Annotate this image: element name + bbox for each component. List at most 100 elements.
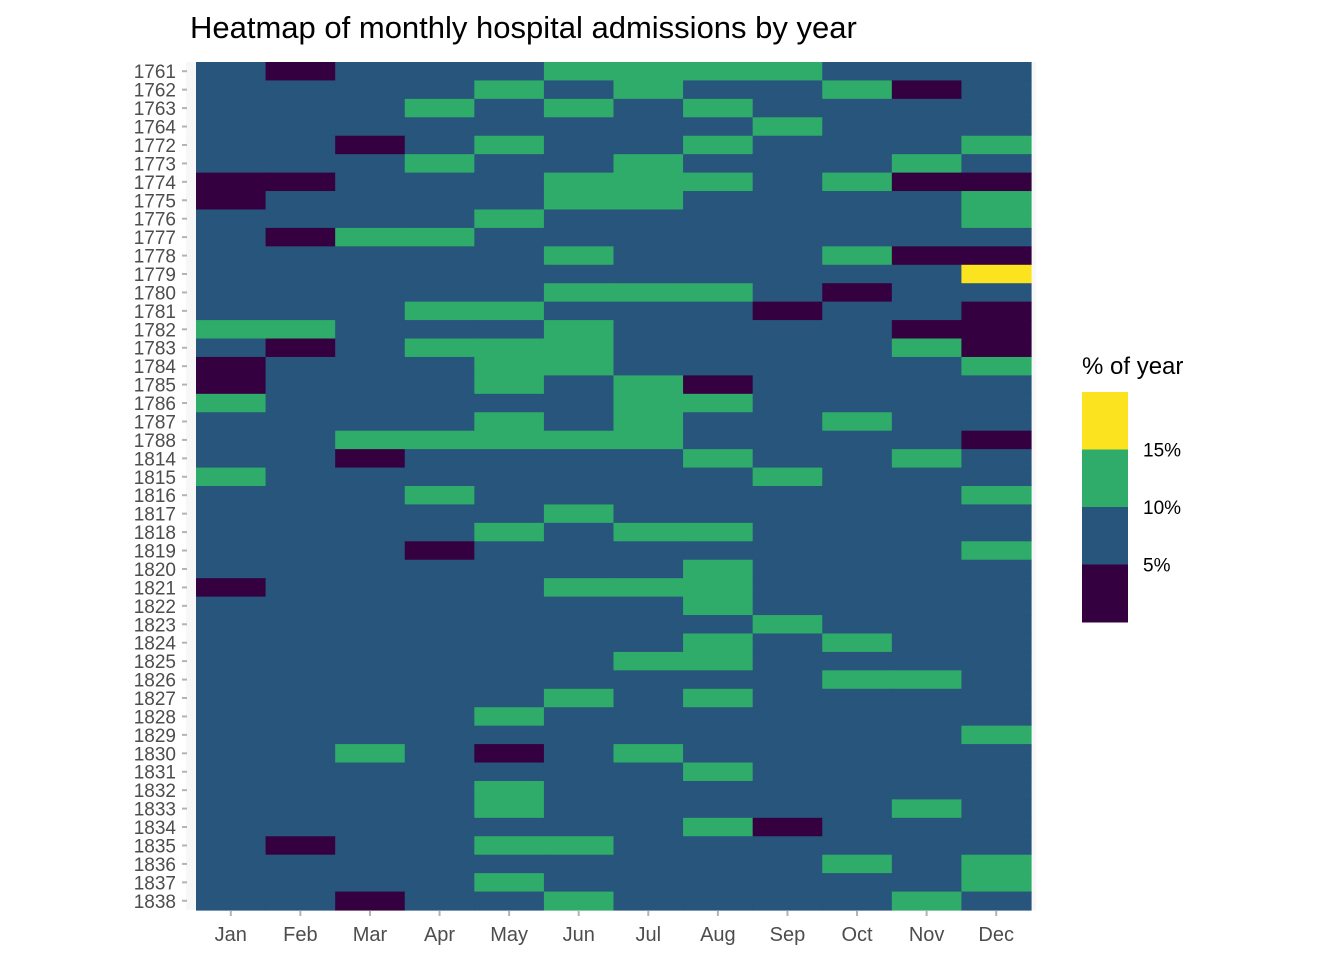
x-tick-label: Jul — [636, 924, 662, 946]
legend-key — [1082, 564, 1128, 623]
heatmap-cell — [613, 615, 684, 635]
heatmap-cell — [613, 873, 684, 893]
heatmap-cell — [474, 264, 545, 284]
heatmap-cell — [822, 430, 893, 450]
legend-key — [1082, 507, 1128, 565]
y-tick-label: 1827 — [134, 689, 176, 710]
heatmap-cell — [891, 891, 963, 911]
heatmap-cell — [822, 670, 893, 690]
heatmap-cell — [196, 817, 267, 837]
heatmap-cell — [752, 98, 823, 118]
y-tick-label: 1772 — [134, 136, 176, 157]
heatmap-cell — [196, 135, 267, 155]
heatmap-cell — [474, 504, 545, 524]
heatmap-cell — [474, 80, 545, 100]
heatmap-cell — [335, 356, 406, 376]
heatmap-cell — [404, 541, 475, 561]
heatmap-cell — [404, 246, 475, 266]
heatmap-cell — [335, 283, 406, 303]
heatmap-cell — [752, 135, 823, 155]
y-tick-label: 1818 — [134, 523, 176, 544]
heatmap-cell — [752, 633, 823, 653]
heatmap-cell — [961, 541, 1032, 561]
heatmap-cell — [196, 467, 267, 487]
heatmap-cell — [613, 504, 684, 524]
y-tick-label: 1830 — [134, 744, 176, 765]
y-tick-label: 1832 — [134, 781, 176, 802]
heatmap-cell — [683, 486, 754, 506]
heatmap-cell — [196, 688, 267, 708]
heatmap-cell — [265, 283, 336, 303]
heatmap-cell — [891, 615, 963, 635]
heatmap-cell — [404, 854, 475, 874]
heatmap-cell — [543, 172, 615, 192]
legend-labels: 15% 10% 5% — [1143, 441, 1181, 577]
heatmap-cell — [543, 154, 615, 174]
x-tick-label: Mar — [353, 924, 388, 946]
heatmap-cell — [404, 504, 475, 524]
legend-keys — [1082, 392, 1128, 623]
heatmap-cell — [822, 246, 893, 266]
heatmap-cell — [335, 98, 406, 118]
heatmap-cell — [683, 873, 754, 893]
heatmap-cell — [961, 854, 1032, 874]
legend: % of year 15% 10% 5% — [1082, 353, 1183, 623]
heatmap-cell — [196, 891, 267, 911]
heatmap-cell — [404, 227, 475, 247]
heatmap-cell — [891, 651, 963, 671]
heatmap-cell — [961, 504, 1032, 524]
y-tick-label: 1816 — [134, 486, 176, 507]
heatmap-cell — [265, 467, 336, 487]
heatmap-cell — [822, 541, 893, 561]
heatmap-cell — [404, 375, 475, 395]
y-tick-label: 1780 — [134, 283, 176, 304]
heatmap-cell — [822, 412, 893, 432]
heatmap-cell — [265, 762, 336, 782]
heatmap-cell — [474, 873, 545, 893]
heatmap-cell — [335, 541, 406, 561]
heatmap-cell — [265, 891, 336, 911]
heatmap-cell — [335, 559, 406, 579]
heatmap-cell — [752, 688, 823, 708]
heatmap-cell — [404, 817, 475, 837]
heatmap-cell — [335, 836, 406, 856]
heatmap-cell — [404, 522, 475, 542]
heatmap-cell — [474, 762, 545, 782]
heatmap-cell — [404, 578, 475, 598]
heatmap-cell — [683, 725, 754, 745]
legend-label: 15% — [1143, 441, 1181, 462]
heatmap-cell — [683, 633, 754, 653]
y-tick-label: 1817 — [134, 505, 176, 526]
heatmap-cell — [404, 559, 475, 579]
heatmap-cell — [196, 80, 267, 100]
y-tick-label: 1829 — [134, 726, 176, 747]
heatmap-cell — [613, 320, 684, 340]
heatmap-cell — [961, 651, 1032, 671]
heatmap-cell — [404, 117, 475, 137]
heatmap-cell — [613, 338, 684, 358]
heatmap-cell — [822, 227, 893, 247]
heatmap-cell — [961, 780, 1032, 800]
heatmap-cell — [474, 559, 545, 579]
heatmap-cell — [752, 817, 823, 837]
heatmap-cell — [196, 209, 267, 229]
heatmap-cell — [822, 301, 893, 321]
heatmap-cell — [335, 117, 406, 137]
heatmap-cell — [404, 707, 475, 727]
y-tick-label: 1819 — [134, 542, 176, 563]
y-tick-label: 1820 — [134, 560, 176, 581]
y-tick-label: 1761 — [134, 62, 176, 83]
heatmap-cell — [752, 117, 823, 137]
heatmap-cell — [891, 504, 963, 524]
heatmap-cell — [335, 615, 406, 635]
heatmap-cell — [961, 836, 1032, 856]
heatmap-cell — [752, 172, 823, 192]
heatmap-cell — [961, 799, 1032, 819]
heatmap-cell — [752, 504, 823, 524]
heatmap-cell — [613, 670, 684, 690]
heatmap-cell — [822, 449, 893, 469]
y-tick-label: 1826 — [134, 671, 176, 692]
heatmap-cell — [613, 80, 684, 100]
heatmap-cell — [961, 467, 1032, 487]
heatmap-cell — [404, 873, 475, 893]
